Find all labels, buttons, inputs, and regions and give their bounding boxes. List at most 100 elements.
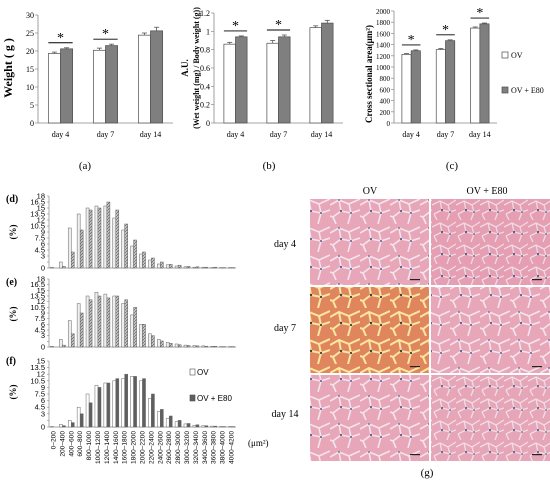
legend-ov-e80-swatch xyxy=(501,86,509,94)
d-bar-0-7 xyxy=(112,217,117,269)
histology-image-ov-day7 xyxy=(310,287,429,373)
panel-c-ylabel: Cross sectional area(μm²) xyxy=(364,25,374,123)
f-bar-0-8 xyxy=(121,378,125,428)
histology-col-header-ov: OV xyxy=(363,186,378,197)
panel-f-xlabel: (μm²) xyxy=(248,438,269,448)
histology-row-label-day4: day 4 xyxy=(274,239,296,250)
panel-label-f: (f) xyxy=(6,356,16,367)
b-bar-1-0 xyxy=(235,36,248,124)
d-ytick-label-0: 0 xyxy=(41,264,45,273)
f-bar-1-5 xyxy=(97,387,102,428)
f-bar-0-3 xyxy=(76,406,81,428)
e-bar-0-10 xyxy=(139,324,143,348)
histology-image-ov-e80-day14 xyxy=(431,375,550,461)
e-bar-0-8 xyxy=(121,303,125,348)
f-xtick-label-12: 2400–2600 xyxy=(157,431,164,464)
e-bar-0-16 xyxy=(192,345,197,348)
f-xtick-label-0: 0–200 xyxy=(50,431,57,450)
e-bar-0-14 xyxy=(174,343,179,348)
panel-e-ylabel: (%) xyxy=(8,307,18,322)
d-bar-1-11 xyxy=(151,257,155,269)
b-xtick-label-1: day 7 xyxy=(270,130,288,139)
histology-image-ov-day4 xyxy=(310,199,429,285)
d-bar-0-9 xyxy=(130,245,134,269)
f-ytick-label-10: 15 xyxy=(37,357,45,366)
histology-panel: OV OV + E80 day 4 day 7 day 14 xyxy=(272,186,550,461)
b-ytick-label-6: 1.2 xyxy=(200,9,210,18)
e-bar-0-4 xyxy=(85,295,90,348)
f-bar-1-9 xyxy=(133,376,137,428)
histology-image-ov-day14 xyxy=(310,375,429,461)
e-ytick-label-2: 3 xyxy=(41,331,45,340)
b-bar-0-1 xyxy=(266,42,279,124)
legend-ov-swatch xyxy=(501,51,509,59)
a-ytick-label-0: 0 xyxy=(30,119,34,128)
d-bar-1-4 xyxy=(88,209,93,269)
d-bar-0-3 xyxy=(76,213,81,269)
e-bar-0-12 xyxy=(157,339,161,348)
b-bar-1-2 xyxy=(321,22,334,124)
d-bar-0-14 xyxy=(174,265,179,269)
c-bar-0-1 xyxy=(435,49,446,124)
d-ytick-label-6: 9 xyxy=(41,228,45,237)
f-ytick-label-8: 12 xyxy=(37,370,45,379)
e-bar-0-15 xyxy=(183,344,188,348)
f-bar-0-6 xyxy=(103,382,108,428)
d-bar-0-17 xyxy=(201,266,206,269)
d-ytick-label-10: 15 xyxy=(37,204,45,213)
e-bar-0-9 xyxy=(130,314,134,348)
f-ytick-label-2: 3 xyxy=(41,409,45,418)
f-bar-0-13 xyxy=(165,417,170,428)
d-bar-1-7 xyxy=(115,209,120,269)
b-bar-1-1 xyxy=(278,36,291,124)
c-ytick-label-5: 1000 xyxy=(376,64,391,72)
f-xtick-label-1: 200–400 xyxy=(59,431,66,457)
c-xtick-label-2: day 14 xyxy=(469,130,491,139)
panel-a-chart: Weight ( g ) 0 5 10 15 20 25 30 day 4 * day 7 * day… xyxy=(1,11,173,139)
d-bar-0-0 xyxy=(50,266,54,269)
d-bar-0-15 xyxy=(183,266,188,269)
f-bar-0-5 xyxy=(94,384,99,428)
d-bar-0-6 xyxy=(103,205,108,269)
f-xtick-label-18: 3600–3800 xyxy=(211,431,218,464)
f-bar-1-10 xyxy=(142,378,146,428)
f-xtick-label-10: 2000–2200 xyxy=(140,431,147,464)
f-bar-0-12 xyxy=(157,411,161,428)
f-bar-1-2 xyxy=(71,422,75,428)
b-ytick-label-3: 0.6 xyxy=(200,64,210,73)
a-xtick-label-2: day 14 xyxy=(140,130,162,139)
a-bar-0-0 xyxy=(47,53,61,124)
b-ytick-label-5: 1 xyxy=(206,27,210,36)
f-bar-0-9 xyxy=(130,376,134,428)
histology-row-label-day7: day 7 xyxy=(274,323,296,334)
e-ytick-label-8: 12 xyxy=(37,297,45,306)
legend-f-ov-e80-swatch xyxy=(189,394,196,402)
c-ytick-label-7: 1400 xyxy=(376,42,391,50)
e-ytick-label-11: 16.5 xyxy=(30,280,45,289)
e-bar-1-7 xyxy=(115,295,120,348)
d-bar-0-8 xyxy=(121,229,125,269)
d-bar-1-18 xyxy=(213,266,218,269)
f-xtick-label-16: 3200–3400 xyxy=(193,431,200,464)
f-xtick-label-11: 2200–2400 xyxy=(148,431,155,464)
f-ytick-label-7: 10.5 xyxy=(30,376,45,385)
f-bar-1-4 xyxy=(88,402,93,428)
e-bar-0-2 xyxy=(67,320,72,348)
panel-label-d: (d) xyxy=(6,194,18,205)
e-ytick-label-6: 9 xyxy=(41,309,45,318)
e-bar-1-4 xyxy=(88,299,93,348)
c-bar-1-0 xyxy=(410,50,421,124)
a-bar-1-0 xyxy=(60,48,73,124)
d-bar-1-16 xyxy=(195,266,200,269)
legend-ov-e80-label: OV + E80 xyxy=(511,86,544,95)
f-ytick-label-0: 0 xyxy=(41,423,45,432)
f-xtick-label-7: 1400–1600 xyxy=(113,431,120,464)
c-bar-0-2 xyxy=(470,27,481,124)
e-bar-1-2 xyxy=(71,333,75,348)
c-bar-1-1 xyxy=(445,40,456,124)
f-xtick-label-19: 3800–4000 xyxy=(220,431,227,464)
d-ytick-label-7: 10.5 xyxy=(30,222,45,231)
c-sig-mark-0: * xyxy=(408,33,415,48)
d-ytick-label-5: 7.5 xyxy=(35,234,45,243)
e-bar-1-13 xyxy=(168,342,173,348)
